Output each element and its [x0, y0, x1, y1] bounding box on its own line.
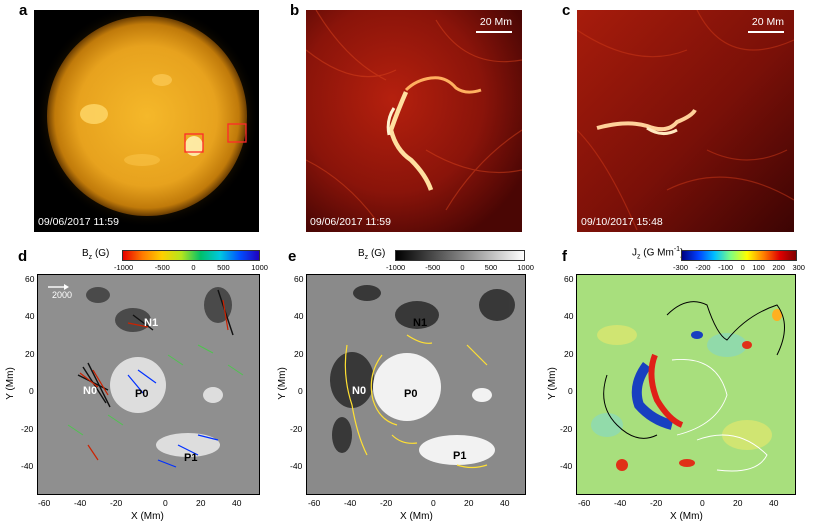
- colorbar-ticks-d: -1000 -500 0 500 1000: [114, 263, 268, 272]
- timestamp-b: 09/06/2017 11:59: [310, 216, 391, 228]
- ytick-d-3: 20: [25, 349, 35, 359]
- current-density-graphic: [577, 275, 795, 494]
- region-box-2: [227, 123, 247, 143]
- panel-letter-d: d: [18, 248, 28, 265]
- ylabel-d: Y (Mm): [4, 367, 16, 400]
- label-p0-d: P0: [135, 388, 149, 400]
- xtick-f-5: 20: [733, 498, 743, 508]
- panel-letter-f: f: [562, 248, 567, 265]
- label-p1-d: P1: [184, 452, 198, 464]
- xtick-f-3: -20: [650, 498, 663, 508]
- label-n1-d: N1: [144, 317, 159, 329]
- label-p0-e: P0: [404, 388, 418, 400]
- scale-label-b: 20 Mm: [479, 16, 512, 28]
- colorbar-title-f: Jz (G Mm-1): [632, 246, 683, 261]
- panel-letter-e: e: [288, 248, 297, 265]
- ytick-f-1: 60: [564, 274, 574, 284]
- colorbar-ticks-e: -1000 -500 0 500 1000: [386, 263, 534, 272]
- xtick-d-2: -40: [74, 498, 87, 508]
- xtick-e-5: 20: [464, 498, 474, 508]
- ytick-d-2: 40: [25, 311, 35, 321]
- flare-ribbon-graphic-c: [577, 10, 794, 232]
- scale-bar-c: [748, 31, 784, 33]
- xtick-d-1: -60: [38, 498, 51, 508]
- label-n0-e: N0: [352, 385, 367, 397]
- colorbar-title-e: Bz (G): [358, 248, 386, 261]
- ytick-e-3: 20: [294, 349, 304, 359]
- ytick-f-5: -20: [560, 424, 573, 434]
- panel-letter-c: c: [562, 2, 571, 19]
- xlabel-d: X (Mm): [131, 511, 164, 522]
- colorbar-d: [122, 250, 260, 261]
- ytick-d-4: 0: [29, 386, 34, 396]
- xtick-e-1: -60: [308, 498, 321, 508]
- scale-label-c: 20 Mm: [751, 16, 784, 28]
- label-n0-d: N0: [83, 385, 98, 397]
- ytick-e-4: 0: [298, 386, 303, 396]
- sdo-full-disk-image: 09/06/2017 11:59: [34, 10, 259, 232]
- panel-letter-b: b: [290, 2, 300, 19]
- xtick-e-2: -40: [344, 498, 357, 508]
- magnetogram-plot: N1 N0 P0 P1: [306, 274, 526, 495]
- ytick-f-2: 40: [564, 311, 574, 321]
- magnetogram-vector-plot: 2000 N1 N0 P0 P1: [37, 274, 260, 495]
- ytick-d-1: 60: [25, 274, 35, 284]
- colorbar-f: [681, 250, 797, 261]
- ytick-e-5: -20: [290, 424, 303, 434]
- flare-ribbon-graphic-b: [306, 10, 522, 232]
- label-n1-e: N1: [413, 317, 428, 329]
- arrow-scale-label: 2000: [52, 290, 73, 300]
- xtick-f-6: 40: [769, 498, 779, 508]
- euv-image-c: 20 Mm 09/10/2017 15:48: [577, 10, 794, 232]
- ylabel-f: Y (Mm): [546, 367, 558, 400]
- xtick-e-4: 0: [431, 498, 436, 508]
- scale-bar-b: [476, 31, 512, 33]
- ytick-d-6: -40: [21, 461, 34, 471]
- ytick-e-2: 40: [294, 311, 304, 321]
- magnetogram-graphic: [307, 275, 525, 494]
- colorbar-title-d: Bz (G): [82, 248, 110, 261]
- ytick-f-6: -40: [560, 461, 573, 471]
- xtick-f-4: 0: [700, 498, 705, 508]
- euv-image-b: 20 Mm 09/06/2017 11:59: [306, 10, 522, 232]
- label-p1-e: P1: [453, 450, 467, 462]
- xtick-e-3: -20: [380, 498, 393, 508]
- xtick-d-6: 40: [232, 498, 242, 508]
- ytick-f-4: 0: [568, 386, 573, 396]
- region-box-1: [184, 133, 204, 153]
- current-density-plot: [576, 274, 796, 495]
- vector-field-graphic: [38, 275, 259, 494]
- timestamp-a: 09/06/2017 11:59: [38, 216, 119, 228]
- xtick-f-1: -60: [578, 498, 591, 508]
- xlabel-f: X (Mm): [670, 511, 703, 522]
- timestamp-c: 09/10/2017 15:48: [581, 216, 663, 228]
- xtick-f-2: -40: [614, 498, 627, 508]
- ytick-e-1: 60: [294, 274, 304, 284]
- sun-disk-graphic: [34, 10, 259, 232]
- colorbar-ticks-f: -300 -200 -100 0 100 200 300: [673, 263, 805, 272]
- panel-letter-a: a: [19, 2, 28, 19]
- xtick-d-3: -20: [110, 498, 123, 508]
- xtick-d-5: 20: [196, 498, 206, 508]
- xtick-e-6: 40: [500, 498, 510, 508]
- ylabel-e: Y (Mm): [276, 367, 288, 400]
- colorbar-e: [395, 250, 525, 261]
- xlabel-e: X (Mm): [400, 511, 433, 522]
- ytick-e-6: -40: [290, 461, 303, 471]
- ytick-d-5: -20: [21, 424, 34, 434]
- xtick-d-4: 0: [163, 498, 168, 508]
- ytick-f-3: 20: [564, 349, 574, 359]
